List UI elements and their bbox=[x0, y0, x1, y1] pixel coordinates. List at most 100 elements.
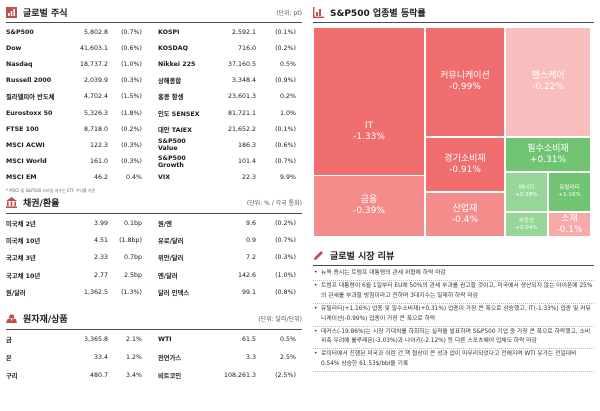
change-right: 9.9% bbox=[280, 174, 296, 182]
name-right: 인도 SENSEX bbox=[158, 110, 200, 118]
value-left: 41,603.1 bbox=[79, 44, 108, 52]
name-right: S&P500 Value bbox=[158, 138, 186, 153]
change-left: 0.7bp bbox=[123, 254, 142, 262]
change-left: 1.2% bbox=[126, 354, 142, 361]
change-left: (0.7%) bbox=[121, 28, 142, 36]
global-stocks-unit: (단위: pt) bbox=[276, 9, 302, 17]
value-right: 7.2 bbox=[245, 254, 256, 262]
commodities-section: 원자재/상품 (단위: 달러/단위) 금 3,365.8 2.1% WTI 61.5 0.… bbox=[6, 311, 302, 384]
change-left: (1.8%) bbox=[121, 109, 142, 117]
sector-header: S&P500 업종별 등락률 bbox=[313, 4, 594, 20]
name-right: VIX bbox=[158, 174, 171, 182]
name-left: MSCI EM bbox=[6, 174, 37, 182]
commodities-title: 원자재/상품 bbox=[23, 315, 68, 326]
news-item: 로이터에서 진행된 미국과 이란 간 핵 협상이 큰 성과 없이 마무리되었다고… bbox=[313, 350, 594, 373]
name-right: 엔/달러 bbox=[158, 272, 178, 280]
value-right: 108,261.3 bbox=[223, 371, 256, 379]
gold-bars-icon bbox=[6, 313, 17, 324]
value-right: 716.0 bbox=[237, 44, 256, 52]
bonds-fx-header: 채권/환율 (단위: % / 각국 통화) bbox=[6, 195, 302, 211]
bonds-fx-title: 채권/환율 bbox=[23, 199, 60, 210]
news-item: 유틸리티(+1.16%) 업종 및 필수소비재(+0.31%) 업종이 가장 큰… bbox=[313, 305, 594, 327]
name-right: 위안/달러 bbox=[158, 255, 184, 263]
name-left: 구리 bbox=[6, 372, 18, 380]
change-left: (0.3%) bbox=[121, 77, 142, 85]
name-right: 상해종합 bbox=[158, 78, 182, 86]
sector-tile-energy: 에너지 +0.28% bbox=[505, 172, 548, 212]
name-right: 원/엔 bbox=[158, 220, 172, 228]
change-left: 2.1% bbox=[126, 336, 142, 344]
sector-tile-consumer-discretionary: 경기소비재 -0.91% bbox=[425, 137, 505, 192]
value-left: 161.0 bbox=[89, 158, 108, 166]
change-left: (0.6%) bbox=[121, 44, 142, 52]
divider bbox=[6, 212, 302, 214]
table-row: 금 3,365.8 2.1% WTI 61.5 0.5% bbox=[6, 331, 302, 349]
commodities-table: 금 3,365.8 2.1% WTI 61.5 0.5% 은 33.4 1.2% 천연가스 3.3 2… bbox=[6, 331, 302, 384]
value-right: 3,348.4 bbox=[231, 77, 256, 85]
value-left: 4,702.4 bbox=[83, 93, 108, 101]
change-right: (0.1%) bbox=[275, 28, 296, 36]
change-left: 0.1bp bbox=[123, 219, 142, 227]
table-row: MSCI ACWI 122.3 (0.3%) S&P500 Value 186.3 (0.… bbox=[6, 137, 302, 153]
name-left: MSCI World bbox=[6, 158, 47, 166]
value-right: 61.5 bbox=[241, 336, 256, 344]
value-left: 5,326.3 bbox=[83, 109, 108, 117]
value-left: 46.2 bbox=[93, 174, 108, 182]
name-left: 미국채 10년 bbox=[6, 238, 41, 246]
name-left: 필라델피아 반도체 bbox=[6, 94, 55, 102]
change-right: 0.5% bbox=[280, 60, 296, 68]
change-right: (0.3%) bbox=[275, 254, 296, 262]
name-left: 원/달러 bbox=[6, 289, 26, 297]
sector-tile-financials: 금융 -0.39% bbox=[313, 175, 425, 237]
name-left: Eurostoxx 50 bbox=[6, 109, 53, 117]
change-right: (0.6%) bbox=[275, 141, 296, 149]
sector-treemap: IT -1.33% 커뮤니케이션 -0.99% 헬스케어 -0.22% 경기소비재 -0… bbox=[313, 27, 591, 237]
sector-tile-utilities: 유틸리티 +1.16% bbox=[548, 172, 591, 212]
table-row: 구리 480.7 3.4% 비트코인 108,261.3 (2.5%) bbox=[6, 366, 302, 384]
table-row: MSCI World 161.0 (0.3%) S&P500 Growth 101.4 (… bbox=[6, 154, 302, 170]
change-right: 1.0% bbox=[280, 109, 296, 117]
change-right: (0.8%) bbox=[275, 288, 296, 296]
value-right: 186.3 bbox=[237, 141, 256, 149]
bonds-fx-table: 미국채 2년 3.99 0.1bp 원/엔 9.6 (0.2%) 미국채 10년 4.51 (1… bbox=[6, 215, 302, 301]
bonds-fx-unit: (단위: % / 각국 통화) bbox=[246, 200, 302, 208]
value-left: 2.33 bbox=[93, 254, 108, 262]
name-left: 은 bbox=[6, 355, 12, 362]
value-right: 142.6 bbox=[237, 271, 256, 279]
global-stocks-note: * MSCI 및 S&P500 스타일 지수는 ETF 수익률 기준 bbox=[6, 187, 96, 193]
divider bbox=[313, 265, 594, 266]
global-stocks-table: S&P500 5,802.8 (0.7%) KOSPI 2,592.1 (0.1%) Dow… bbox=[6, 24, 302, 186]
table-row: MSCI EM 46.2 0.4% VIX 22.3 9.9% bbox=[6, 170, 302, 186]
value-right: 81,721.1 bbox=[227, 109, 256, 117]
value-left: 5,802.8 bbox=[83, 28, 108, 36]
right-panel: S&P500 업종별 등락률 IT -1.33% 커뮤니케이션 -0.99% 헬스케… bbox=[313, 4, 594, 373]
name-right: 유로/달러 bbox=[158, 238, 184, 246]
table-row: 필라델피아 반도체 4,702.4 (1.5%) 홍콩 항셍 23,601.3 0.2% bbox=[6, 89, 302, 105]
value-left: 4.51 bbox=[93, 237, 108, 245]
change-left: (0.2%) bbox=[121, 125, 142, 133]
name-right: Nikkei 225 bbox=[158, 60, 196, 68]
news-item: 뉴욕 증시는 트럼프 대통령의 관세 위협에 하락 마감 bbox=[313, 269, 594, 281]
value-left: 3,365.8 bbox=[83, 336, 108, 344]
change-left: (1.3%) bbox=[121, 288, 142, 296]
table-row: Dow 41,603.1 (0.6%) KOSDAQ 716.0 (0.2%) bbox=[6, 40, 302, 56]
name-left: 국고채 3년 bbox=[6, 255, 36, 263]
change-left: (0.3%) bbox=[121, 141, 142, 149]
value-left: 1,362.5 bbox=[83, 288, 108, 296]
change-right: (0.7%) bbox=[275, 237, 296, 245]
change-left: (1.8bp) bbox=[119, 237, 142, 245]
value-right: 101.4 bbox=[237, 158, 256, 166]
table-row: 미국채 10년 4.51 (1.8bp) 유로/달러 0.9 (0.7%) bbox=[6, 232, 302, 249]
table-row: S&P500 5,802.8 (0.7%) KOSPI 2,592.1 (0.1%) bbox=[6, 24, 302, 40]
table-row: 미국채 2년 3.99 0.1bp 원/엔 9.6 (0.2%) bbox=[6, 215, 302, 232]
bar-chart-icon bbox=[313, 6, 324, 18]
market-review-list: 뉴욕 증시는 트럼프 대통령의 관세 위협에 하락 마감트럼프 대통령이 6월 … bbox=[313, 269, 594, 373]
market-review-header: 글로벌 시장 리뷰 bbox=[313, 247, 594, 263]
name-left: FTSE 100 bbox=[6, 125, 39, 133]
commodities-header: 원자재/상품 (단위: 달러/단위) bbox=[6, 311, 302, 327]
global-stocks-section: 글로벌 주식 (단위: pt) S&P500 5,802.8 (0.7%) KOSPI… bbox=[6, 4, 302, 195]
value-left: 2,039.9 bbox=[83, 77, 108, 85]
change-left: (0.3%) bbox=[121, 158, 142, 166]
change-right: (0.9%) bbox=[275, 77, 296, 85]
name-left: 금 bbox=[6, 337, 12, 345]
